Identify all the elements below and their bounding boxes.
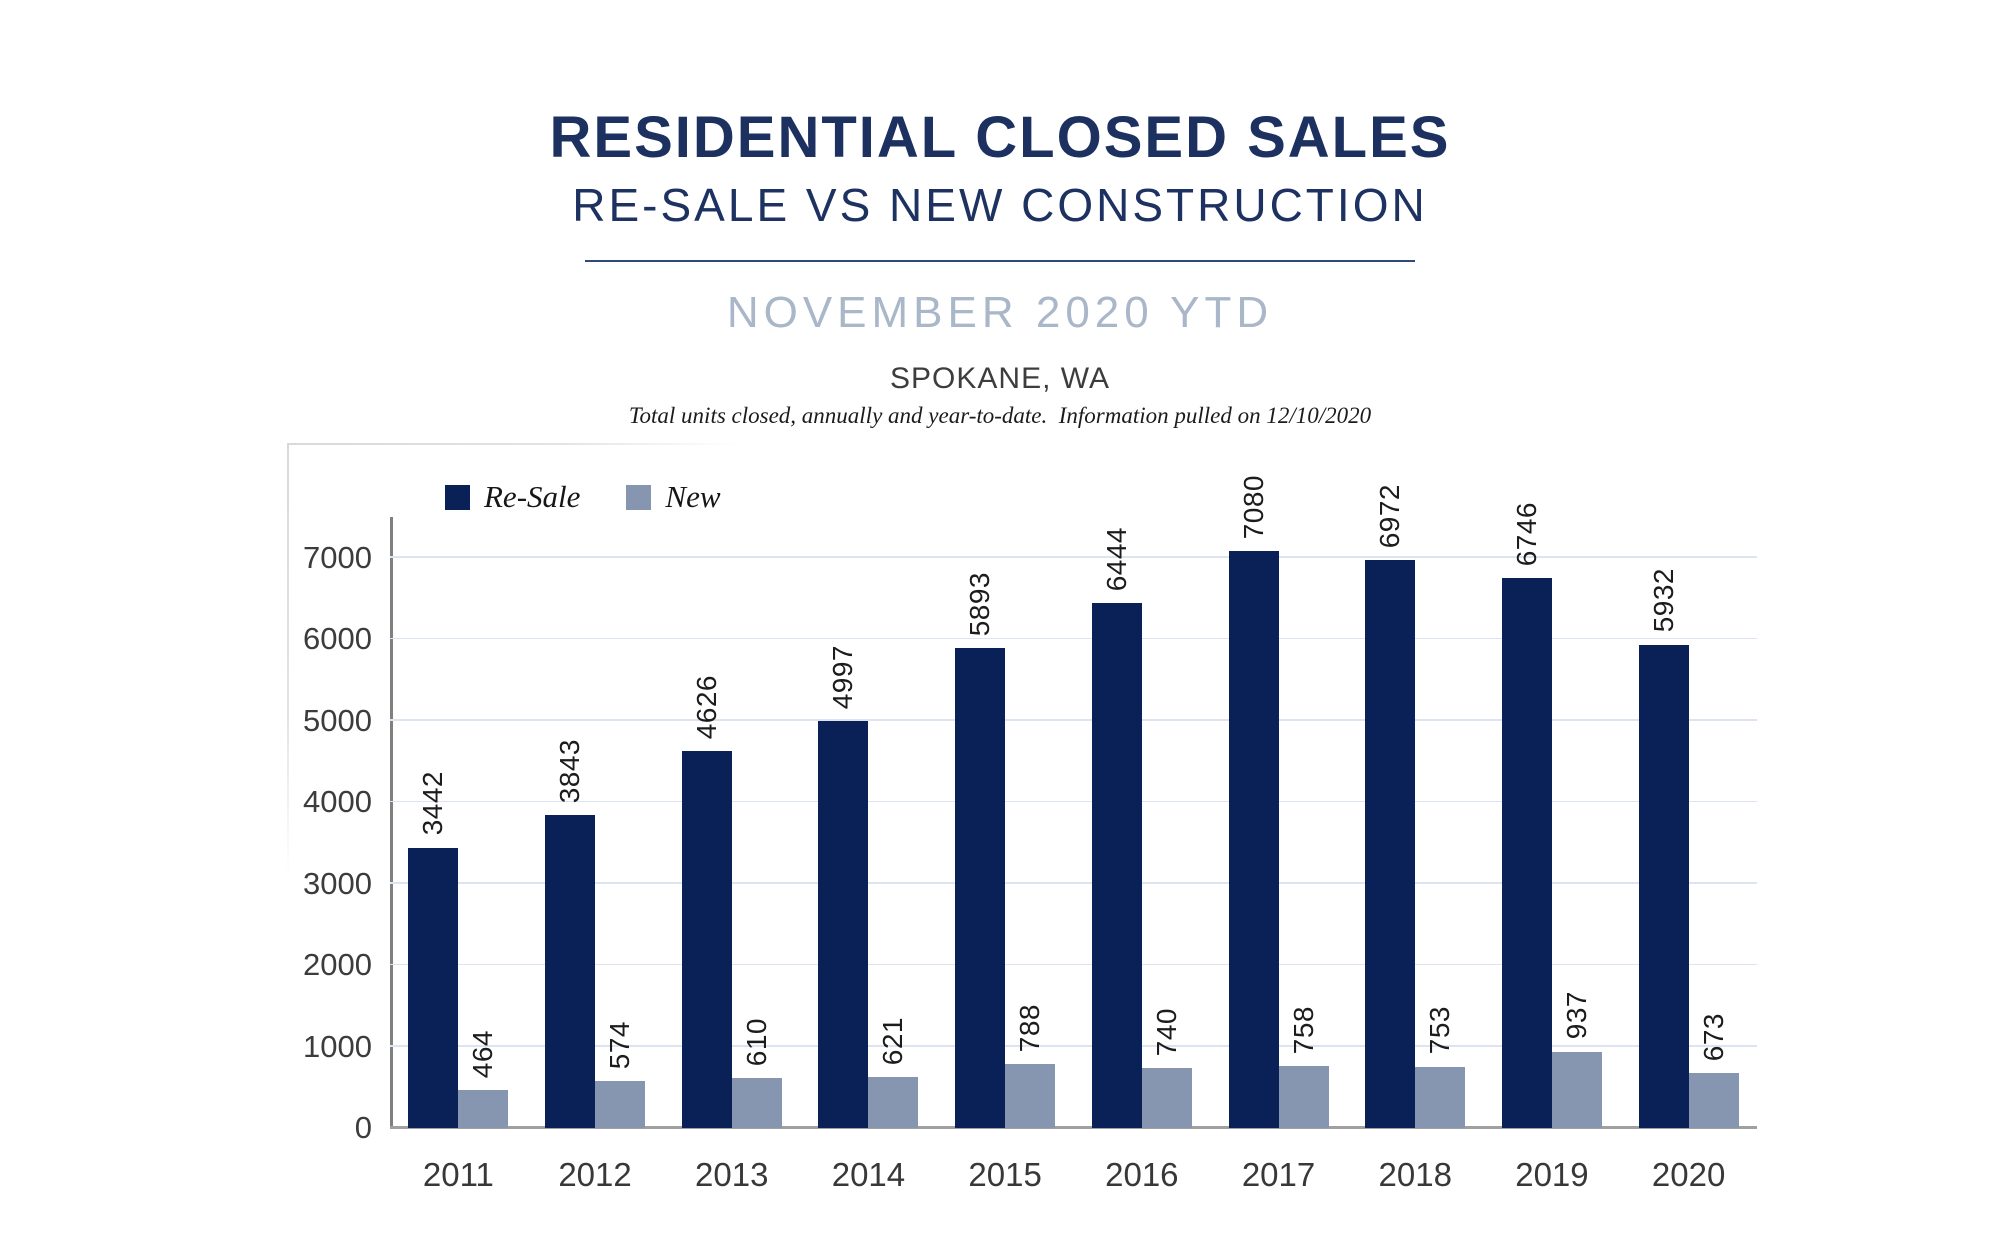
y-axis-label-5000: 5000 (303, 702, 372, 738)
bar-value-label-new-2019: 937 (1560, 991, 1592, 1040)
x-axis-label-2017: 2017 (1241, 1156, 1316, 1193)
y-axis-label-0: 0 (354, 1110, 372, 1145)
x-axis-label-2011: 2011 (422, 1156, 494, 1193)
y-axis-line (390, 517, 393, 1128)
location-title: SPOKANE, WA (890, 362, 1110, 395)
bar-chart: Re-Sale New 0 1000 2000 3000 4000 5000 6000 700… (287, 443, 1792, 1233)
bar-new-2015 (1005, 1063, 1056, 1128)
x-axis-label-2012: 2012 (558, 1156, 632, 1193)
bar-value-label-new-2012: 574 (604, 1021, 636, 1070)
page-subtitle: RE-SALE VS NEW CONSTRUCTION (572, 179, 1428, 231)
gridline-3000 (390, 882, 1757, 884)
bar-value-label-new-2016: 740 (1150, 1007, 1182, 1056)
bar-value-label-resale-2015: 5893 (964, 571, 996, 636)
bar-value-label-resale-2019: 6746 (1510, 502, 1542, 567)
bar-new-2018 (1415, 1066, 1466, 1128)
x-axis-label-2015: 2015 (968, 1156, 1042, 1193)
gridline-6000 (390, 637, 1757, 640)
bar-new-2011 (458, 1090, 509, 1128)
bar-resale-2015 (955, 647, 1006, 1128)
legend-item-new: New (626, 479, 721, 515)
y-axis-label-4000: 4000 (303, 784, 372, 820)
bar-value-label-resale-2012: 3843 (554, 738, 586, 803)
bar-new-2016 (1141, 1067, 1192, 1128)
legend-label-resale: Re-Sale (484, 479, 581, 514)
bar-resale-2011 (408, 847, 459, 1128)
chart-note: Total units closed, annually and year-to… (628, 403, 1372, 428)
bar-resale-2016 (1091, 603, 1142, 1128)
gridline-5000 (390, 719, 1757, 721)
bar-value-label-new-2017: 758 (1287, 1006, 1319, 1055)
bar-value-label-new-2011: 464 (467, 1029, 499, 1079)
bar-value-label-new-2015: 788 (1014, 1003, 1046, 1052)
y-axis-label-7000: 7000 (303, 539, 372, 575)
bar-value-label-new-2014: 621 (877, 1017, 909, 1066)
bar-new-2014 (868, 1077, 919, 1128)
bar-new-2019 (1551, 1051, 1602, 1128)
x-axis-label-2018: 2018 (1378, 1156, 1452, 1193)
bar-value-label-resale-2017: 7080 (1237, 474, 1269, 540)
bar-value-label-resale-2018: 6972 (1374, 483, 1406, 549)
y-axis-label-6000: 6000 (303, 621, 372, 657)
bar-value-label-resale-2011: 3442 (417, 771, 449, 836)
y-axis-label-1000: 1000 (303, 1028, 372, 1064)
gridline-7000 (390, 556, 1757, 558)
bar-resale-2017 (1228, 551, 1279, 1128)
bar-value-label-new-2018: 753 (1424, 1006, 1456, 1055)
x-axis-label-2019: 2019 (1515, 1156, 1589, 1193)
bar-new-2017 (1278, 1066, 1329, 1128)
bar-value-label-resale-2014: 4997 (827, 644, 859, 709)
bar-new-2020 (1688, 1073, 1739, 1128)
chart-frame-left-edge (287, 443, 289, 1233)
x-axis-line (390, 1126, 1757, 1129)
y-axis-label-2000: 2000 (303, 947, 372, 983)
bar-resale-2020 (1638, 644, 1689, 1128)
x-axis-label-2016: 2016 (1105, 1156, 1179, 1193)
bar-resale-2018 (1365, 560, 1416, 1128)
gridline-2000 (390, 963, 1757, 966)
y-axis-label-3000: 3000 (303, 865, 372, 901)
period-title: NOVEMBER 2020 YTD (726, 288, 1274, 337)
bar-new-2013 (731, 1078, 782, 1128)
title-divider (585, 260, 1415, 262)
bar-resale-2019 (1501, 578, 1552, 1128)
bar-value-label-resale-2016: 6444 (1100, 526, 1132, 592)
bar-resale-2013 (681, 751, 732, 1128)
bar-new-2012 (595, 1081, 646, 1128)
chart-frame-top-edge (287, 443, 1792, 445)
chart-legend: Re-Sale New (445, 479, 721, 515)
bar-value-label-resale-2013: 4626 (690, 674, 722, 740)
legend-swatch-resale (445, 484, 470, 510)
page-title: RESIDENTIAL CLOSED SALES (549, 105, 1451, 170)
bar-resale-2014 (818, 720, 869, 1128)
plot-area: 0 1000 2000 3000 4000 5000 6000 7000 3442 464 3843… (303, 475, 1757, 1145)
legend-swatch-new (626, 484, 652, 510)
x-axis-label-2014: 2014 (831, 1156, 906, 1193)
legend-item-resale: Re-Sale (445, 479, 580, 515)
x-axis-label-2020: 2020 (1651, 1156, 1726, 1193)
legend-label-new: New (665, 479, 721, 514)
bar-value-label-new-2013: 610 (740, 1018, 772, 1067)
bar-value-label-resale-2020: 5932 (1647, 568, 1679, 633)
bar-resale-2012 (545, 814, 596, 1128)
gridline-4000 (390, 800, 1757, 803)
bar-value-label-new-2020: 673 (1697, 1012, 1729, 1062)
gridline-1000 (390, 1045, 1757, 1047)
x-axis-label-2013: 2013 (695, 1156, 769, 1193)
